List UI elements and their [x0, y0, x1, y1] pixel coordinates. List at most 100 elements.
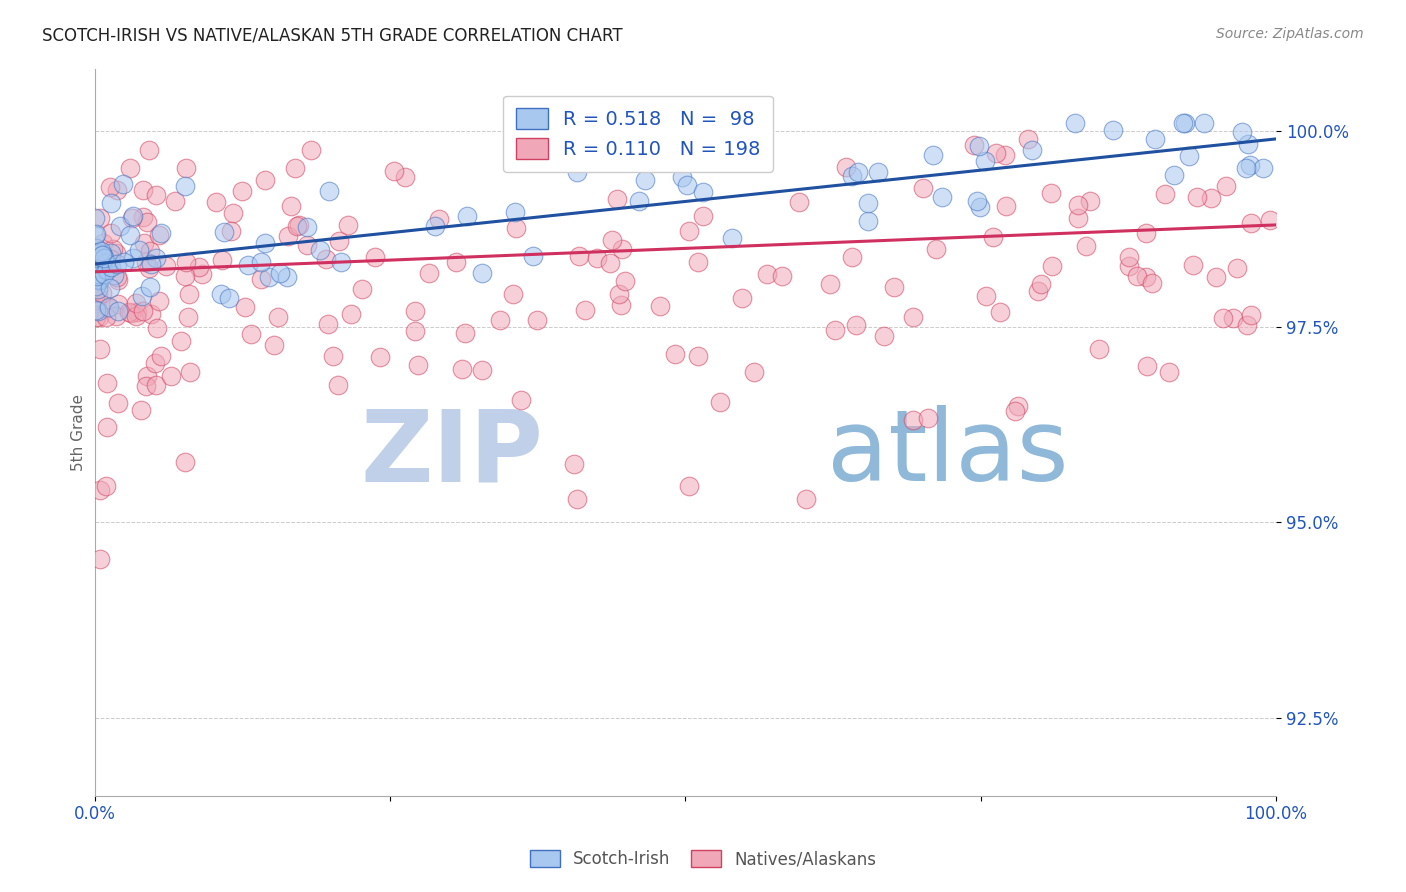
- Point: [678, 224, 700, 238]
- Point: [1236, 318, 1258, 332]
- Point: [132, 211, 155, 225]
- Point: [1237, 137, 1260, 152]
- Point: [86, 267, 108, 281]
- Point: [1177, 149, 1199, 163]
- Point: [191, 267, 214, 281]
- Point: [994, 199, 1017, 213]
- Point: [295, 238, 318, 252]
- Point: [131, 288, 153, 302]
- Point: [1080, 194, 1102, 209]
- Text: atlas: atlas: [827, 406, 1069, 502]
- Point: [134, 235, 156, 250]
- Point: [120, 161, 142, 175]
- Point: [100, 260, 122, 275]
- Point: [91, 286, 114, 301]
- Point: [607, 287, 630, 301]
- Point: [1258, 212, 1281, 227]
- Point: [1163, 169, 1185, 183]
- Point: [84, 253, 107, 268]
- Point: [93, 235, 115, 250]
- Point: [285, 219, 308, 234]
- Point: [872, 329, 894, 343]
- Point: [1126, 268, 1149, 283]
- Point: [686, 349, 709, 363]
- Point: [364, 250, 387, 264]
- Point: [174, 178, 197, 193]
- Point: [83, 293, 105, 307]
- Point: [1007, 399, 1029, 413]
- Point: [222, 206, 245, 220]
- Point: [845, 318, 868, 332]
- Point: [148, 293, 170, 308]
- Point: [89, 266, 111, 280]
- Point: [84, 310, 107, 324]
- Point: [103, 268, 125, 282]
- Point: [1212, 310, 1234, 325]
- Point: [1171, 116, 1194, 130]
- Point: [1226, 261, 1249, 276]
- Point: [179, 365, 201, 379]
- Point: [98, 180, 121, 194]
- Point: [418, 266, 440, 280]
- Point: [742, 365, 765, 379]
- Point: [107, 395, 129, 409]
- Point: [1174, 116, 1197, 130]
- Point: [84, 241, 107, 255]
- Point: [87, 273, 110, 287]
- Point: [1205, 269, 1227, 284]
- Point: [150, 227, 173, 241]
- Point: [86, 268, 108, 283]
- Point: [599, 256, 621, 270]
- Point: [394, 170, 416, 185]
- Point: [107, 273, 129, 287]
- Point: [502, 286, 524, 301]
- Point: [856, 214, 879, 228]
- Point: [90, 248, 112, 262]
- Point: [211, 253, 233, 268]
- Text: Source: ZipAtlas.com: Source: ZipAtlas.com: [1216, 27, 1364, 41]
- Point: [1192, 116, 1215, 130]
- Point: [634, 173, 657, 187]
- Point: [84, 245, 107, 260]
- Point: [326, 377, 349, 392]
- Point: [97, 300, 120, 314]
- Point: [263, 338, 285, 352]
- Point: [709, 395, 731, 409]
- Point: [177, 310, 200, 325]
- Point: [318, 184, 340, 198]
- Point: [108, 219, 131, 233]
- Point: [966, 194, 988, 208]
- Point: [1232, 125, 1254, 139]
- Point: [276, 269, 298, 284]
- Point: [924, 242, 946, 256]
- Point: [613, 274, 636, 288]
- Point: [967, 138, 990, 153]
- Point: [219, 224, 242, 238]
- Point: [427, 211, 450, 226]
- Point: [1240, 216, 1263, 230]
- Point: [89, 310, 111, 324]
- Point: [233, 300, 256, 314]
- Point: [382, 163, 405, 178]
- Point: [135, 254, 157, 268]
- Point: [648, 299, 671, 313]
- Point: [1157, 365, 1180, 379]
- Point: [901, 413, 924, 427]
- Point: [100, 252, 122, 266]
- Point: [145, 252, 167, 266]
- Point: [100, 227, 122, 241]
- Point: [969, 201, 991, 215]
- Point: [450, 362, 472, 376]
- Point: [254, 235, 277, 250]
- Point: [129, 402, 152, 417]
- Point: [526, 313, 548, 327]
- Point: [96, 376, 118, 390]
- Point: [404, 303, 426, 318]
- Point: [89, 273, 111, 287]
- Point: [128, 243, 150, 257]
- Point: [87, 252, 110, 266]
- Point: [1102, 123, 1125, 137]
- Point: [841, 169, 863, 183]
- Point: [105, 183, 128, 197]
- Point: [269, 266, 291, 280]
